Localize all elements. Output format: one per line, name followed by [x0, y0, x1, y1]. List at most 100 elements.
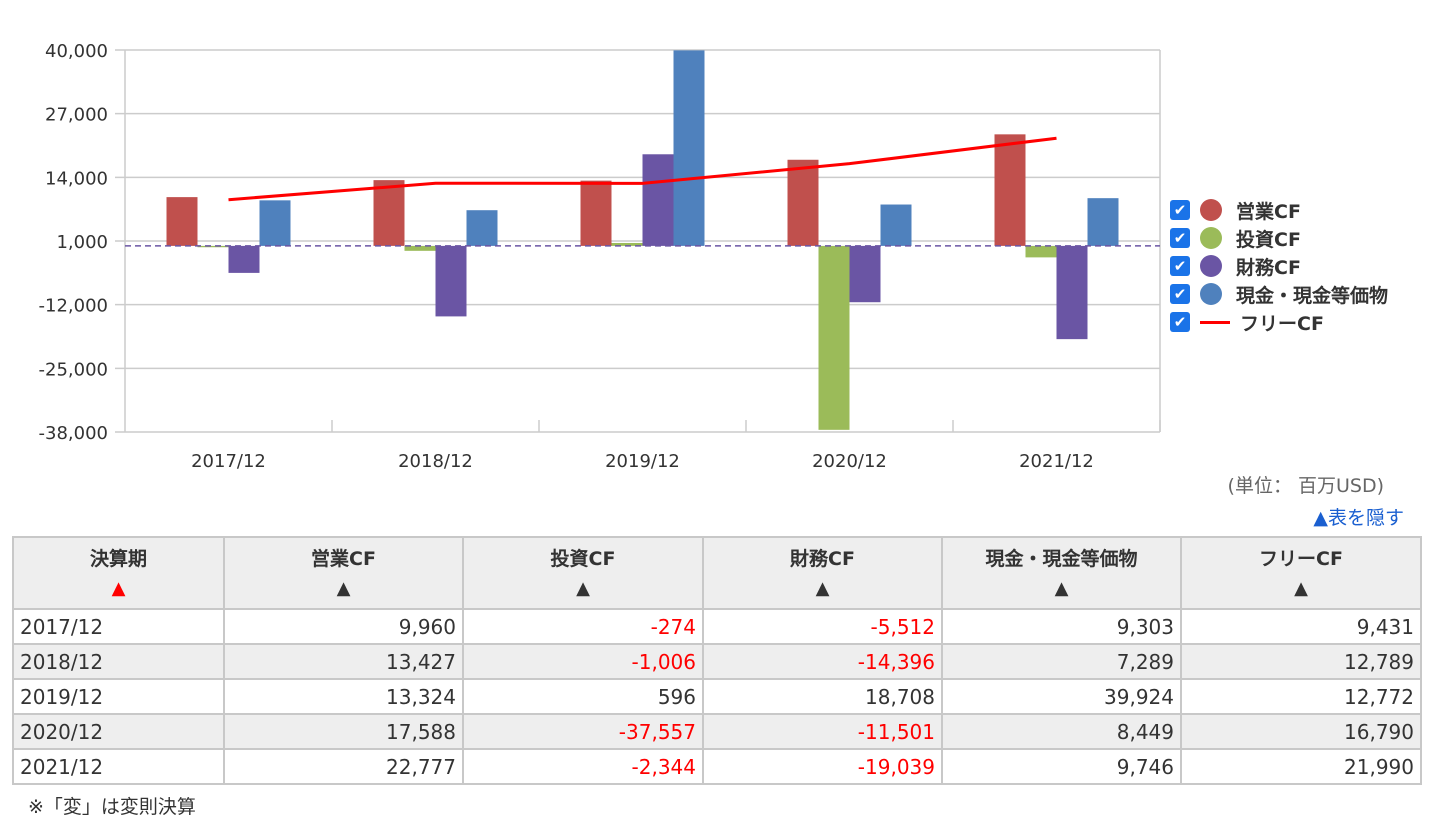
bar-operating: [787, 159, 819, 246]
circle-icon: [1200, 199, 1222, 221]
table-cell: 13,427: [223, 643, 464, 680]
table-cell: 9,746: [941, 748, 1182, 785]
legend-item-operating[interactable]: ✔ 営業CF: [1170, 196, 1388, 224]
y-tick-label: -25,000: [39, 359, 108, 380]
unit-label: (単位： 百万USD): [1227, 475, 1384, 497]
circle-icon: [1200, 283, 1222, 305]
table-cell: 12,789: [1180, 643, 1422, 680]
y-tick-label: 40,000: [45, 41, 108, 62]
bar-cash: [880, 204, 912, 246]
legend-item-cash[interactable]: ✔ 現金・現金等価物: [1170, 280, 1388, 308]
table-cell: 12,772: [1180, 678, 1422, 715]
table-cell: 596: [462, 678, 704, 715]
table-cell: 9,303: [941, 608, 1182, 645]
table-cell: 18,708: [702, 678, 943, 715]
legend-item-investing[interactable]: ✔ 投資CF: [1170, 224, 1388, 252]
circle-icon: [1200, 255, 1222, 277]
table-row: 2020/12 17,588 -37,557 -11,501 8,449 16,790: [12, 713, 1422, 750]
column-header[interactable]: 財務CF ▲: [702, 536, 943, 610]
sort-icon[interactable]: ▲: [576, 578, 590, 599]
column-header[interactable]: 現金・現金等価物 ▲: [941, 536, 1182, 610]
x-tick-label: 2018/12: [398, 451, 473, 472]
table-cell: -11,501: [702, 713, 943, 750]
checkbox-icon[interactable]: ✔: [1170, 228, 1190, 248]
table-cell: 39,924: [941, 678, 1182, 715]
header-label: 決算期: [89, 548, 147, 570]
x-tick-label: 2020/12: [812, 451, 887, 472]
table-cell: 8,449: [941, 713, 1182, 750]
legend: ✔ 営業CF ✔ 投資CF ✔ 財務CF ✔ 現金・現金等価物 ✔ フリーCF: [1170, 196, 1388, 336]
header-label: 投資CF: [550, 548, 616, 570]
checkbox-icon[interactable]: ✔: [1170, 312, 1190, 332]
bar-financing: [435, 245, 467, 317]
line-icon: [1200, 320, 1230, 324]
table-row: 2017/12 9,960 -274 -5,512 9,303 9,431: [12, 608, 1422, 645]
table-cell: 2019/12: [12, 678, 225, 715]
table-cell: -19,039: [702, 748, 943, 785]
table-cell: 16,790: [1180, 713, 1422, 750]
hide-table-link[interactable]: ▲表を隠す: [1313, 507, 1404, 529]
y-tick-label: -12,000: [39, 296, 108, 317]
checkbox-icon[interactable]: ✔: [1170, 284, 1190, 304]
cash-flow-chart: 40,000 27,000 14,000 1,000 -12,000 -25,000 -38…: [39, 41, 1161, 472]
table-cell: -14,396: [702, 643, 943, 680]
header-label: 営業CF: [311, 548, 376, 570]
legend-label: 現金・現金等価物: [1236, 284, 1389, 307]
sort-icon[interactable]: ▲: [111, 578, 126, 599]
table-cell: 17,588: [223, 713, 464, 750]
bar-financing: [849, 245, 881, 303]
table-cell: 2021/12: [12, 748, 225, 785]
bar-cash: [466, 210, 498, 246]
table-row: 2021/12 22,777 -2,344 -19,039 9,746 21,990: [12, 748, 1422, 785]
table-row: 2018/12 13,427 -1,006 -14,396 7,289 12,789: [12, 643, 1422, 680]
table-cell: 9,960: [223, 608, 464, 645]
x-tick-label: 2019/12: [605, 451, 680, 472]
y-tick-label: 14,000: [45, 168, 108, 189]
bar-investing: [1025, 245, 1057, 258]
table-cell: 22,777: [223, 748, 464, 785]
y-tick-label: -38,000: [39, 423, 108, 444]
table-cell: -5,512: [702, 608, 943, 645]
free-cf-line: [228, 136, 1057, 202]
sort-icon[interactable]: ▲: [336, 578, 351, 599]
bar-cash: [1087, 198, 1119, 246]
legend-item-financing[interactable]: ✔ 財務CF: [1170, 252, 1388, 280]
bar-investing: [818, 245, 850, 430]
table-cell: -274: [462, 608, 704, 645]
legend-item-free-cf[interactable]: ✔ フリーCF: [1170, 308, 1388, 336]
bar-operating: [994, 134, 1026, 246]
legend-label: フリーCF: [1240, 312, 1324, 335]
column-header[interactable]: 営業CF ▲: [223, 536, 464, 610]
legend-label: 投資CF: [1236, 228, 1301, 251]
x-tick-label: 2021/12: [1019, 451, 1094, 472]
y-tick-label: 27,000: [45, 105, 108, 126]
table-row: 2019/12 13,324 596 18,708 39,924 12,772: [12, 678, 1422, 715]
bar-financing: [228, 245, 260, 273]
sort-icon[interactable]: ▲: [815, 578, 830, 599]
header-label: フリーCF: [1259, 548, 1343, 570]
table-cell: 2018/12: [12, 643, 225, 680]
x-tick-label: 2017/12: [191, 451, 266, 472]
circle-icon: [1200, 227, 1222, 249]
bar-operating: [580, 180, 612, 246]
table-cell: 2017/12: [12, 608, 225, 645]
bar-financing: [642, 154, 674, 246]
checkbox-icon[interactable]: ✔: [1170, 256, 1190, 276]
column-header[interactable]: フリーCF ▲: [1180, 536, 1422, 610]
column-header[interactable]: 決算期 ▲: [12, 536, 225, 610]
sort-icon[interactable]: ▲: [1054, 578, 1069, 599]
column-header[interactable]: 投資CF ▲: [462, 536, 704, 610]
footnote: ※「変」は変則決算: [28, 796, 196, 818]
cash-flow-table: 決算期 ▲ 営業CF ▲ 投資CF ▲ 財務CF ▲ 現金・現金等価物 ▲ フリーCF ▲ 2017/…: [12, 536, 1422, 785]
header-label: 現金・現金等価物: [985, 548, 1138, 570]
checkbox-icon[interactable]: ✔: [1170, 200, 1190, 220]
sort-icon[interactable]: ▲: [1294, 578, 1308, 599]
table-cell: -37,557: [462, 713, 704, 750]
header-label: 財務CF: [790, 548, 855, 570]
bar-operating: [166, 197, 198, 246]
bar-financing: [1056, 245, 1088, 340]
bar-cash: [259, 200, 291, 246]
table-cell: 13,324: [223, 678, 464, 715]
bar-investing: [611, 242, 643, 246]
legend-label: 財務CF: [1236, 256, 1301, 279]
